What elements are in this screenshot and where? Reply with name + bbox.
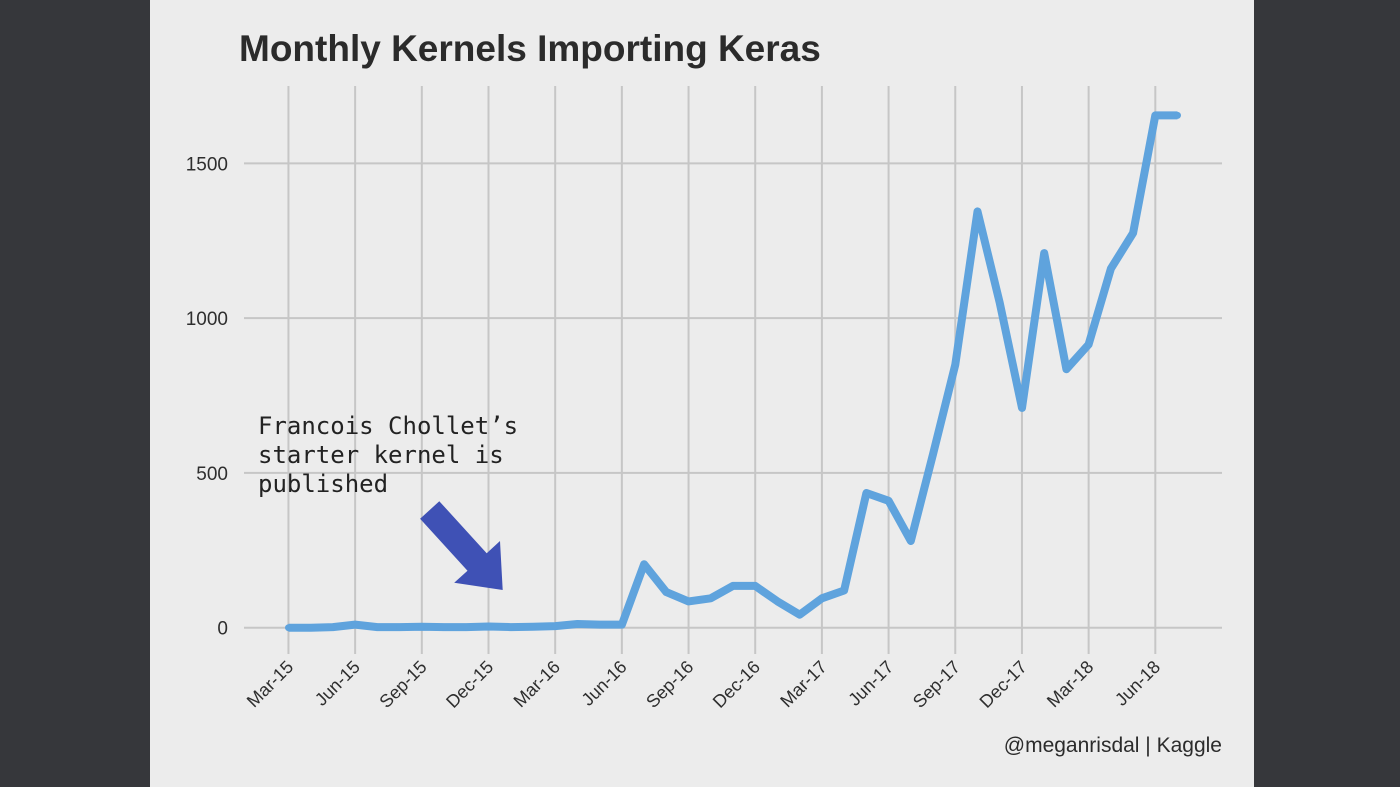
data-point [1018,404,1026,412]
data-point [974,207,981,215]
data-point [573,620,581,628]
data-point [485,623,492,630]
data-point [885,497,893,505]
data-point [1085,341,1093,348]
data-point [1151,111,1159,119]
y-tick-label: 500 [196,464,228,485]
data-point [373,623,381,631]
data-point [796,611,804,619]
data-point [1129,229,1137,237]
chart-title: Monthly Kernels Importing Keras [239,28,821,69]
x-axis: Mar-15 Jun-15 Sep-15 Dec-15 Mar-16 Jun-16 Sep-… [243,657,1164,712]
data-point [929,450,937,458]
data-point [1062,365,1070,373]
data-point [1174,111,1181,119]
x-tick-label: Jun-15 [311,657,364,710]
x-tick-label: Jun-17 [844,657,897,710]
data-point [707,594,715,602]
data-point [440,623,448,631]
x-tick-label: Dec-15 [442,657,497,712]
credit-caption: @meganrisdal | Kaggle [1004,734,1222,757]
x-tick-label: Dec-17 [976,657,1031,712]
data-point [285,624,292,632]
data-point [751,582,759,590]
data-point [529,623,537,631]
data-point [729,582,737,590]
data-point [462,623,470,631]
x-tick-label: Jun-16 [578,657,631,710]
data-point [840,587,848,594]
annotation-line: published [258,470,388,498]
y-tick-label: 0 [217,619,228,640]
data-point [774,597,781,605]
data-point [329,623,337,631]
data-point [1040,249,1048,257]
data-point [1107,265,1115,273]
data-point [618,621,626,629]
data-point [307,624,315,632]
x-tick-label: Sep-17 [909,657,964,712]
data-point [396,623,404,631]
x-tick-label: Mar-15 [243,657,297,711]
chart-panel [150,0,1254,787]
data-point [596,621,604,629]
data-point [862,489,870,497]
data-point [818,594,826,602]
grid [244,86,1222,654]
series-layer [285,111,1181,632]
data-point [685,597,692,605]
x-tick-label: Dec-16 [709,657,764,712]
x-tick-label: Mar-17 [776,657,830,711]
data-point [951,361,959,369]
data-point [640,560,648,568]
data-point [996,299,1004,307]
x-tick-label: Sep-15 [375,657,430,712]
annotation-line: Francois Chollet’s [258,412,518,440]
data-point [351,621,359,629]
y-tick-label: 1500 [186,154,228,175]
x-tick-label: Sep-16 [642,657,697,712]
x-tick-label: Jun-18 [1111,657,1164,710]
annotation-arrow [420,501,503,590]
data-point [662,588,670,596]
data-point [551,622,559,630]
y-tick-label: 1000 [186,309,228,330]
annotation-arrow-group [420,501,503,590]
y-axis: 0 500 1000 1500 [186,154,228,639]
data-point [418,623,426,631]
x-tick-label: Mar-18 [1043,657,1097,711]
x-tick-label: Mar-16 [510,657,564,711]
annotation-line: starter kernel is [258,441,504,469]
data-point [907,537,915,545]
data-point [507,623,515,631]
